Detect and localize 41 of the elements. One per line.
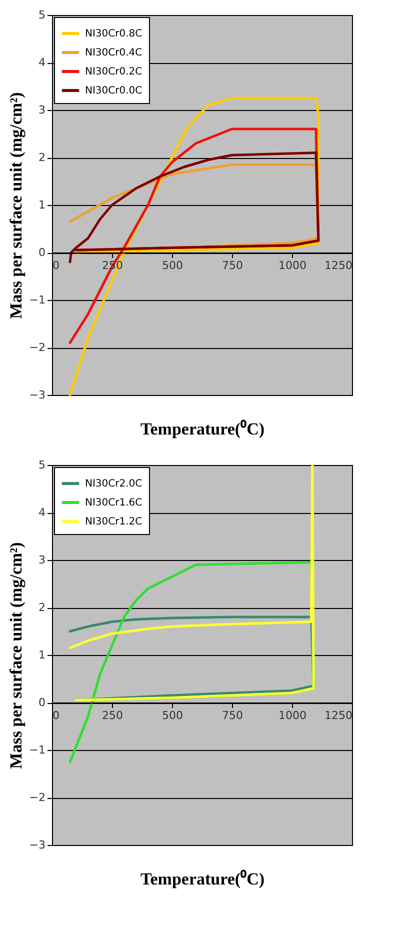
y-tick-label: 1 — [38, 198, 46, 212]
y-tick-label: −2 — [29, 341, 46, 354]
x-tick-label: 1250 — [324, 709, 352, 722]
y-tick-label: −1 — [29, 744, 46, 756]
y-tick-label: 1 — [38, 648, 46, 662]
y-axis-title: Mass per surface unit (mg/cm²) — [6, 92, 26, 319]
legend-label: NI30Cr0.0C — [85, 86, 142, 96]
line-series — [68, 464, 315, 702]
x-tick-label: 0 — [52, 259, 60, 272]
x-tick-label: 0 — [52, 709, 60, 722]
y-tick-label: 2 — [38, 601, 46, 614]
y-tick-label: −3 — [29, 388, 46, 402]
x-tick-label: 750 — [222, 709, 243, 722]
x-tick-label: 500 — [162, 709, 183, 722]
y-tick-label: 0 — [38, 696, 46, 709]
y-tick-label: 0 — [38, 246, 46, 259]
legend-label: NI30Cr1.6C — [85, 498, 142, 508]
legend-label: NI30Cr1.2C — [85, 516, 142, 528]
legend-label: NI30Cr2.0C — [85, 478, 142, 490]
y-tick-label: −2 — [29, 791, 46, 804]
y-tick-label: 4 — [38, 56, 46, 69]
y-tick-label: −1 — [29, 294, 46, 306]
x-tick-label: 750 — [222, 259, 243, 272]
x-axis-title: Temperature(⁰C) — [140, 870, 265, 888]
y-tick-label: 4 — [38, 506, 46, 519]
legend-label: NI30Cr0.2C — [85, 66, 142, 78]
x-tick-label: 1000 — [278, 259, 306, 272]
y-tick-label: 5 — [38, 458, 46, 472]
legend-label: NI30Cr0.8C — [85, 28, 142, 40]
y-tick-label: 5 — [38, 8, 46, 22]
x-tick-label: 1000 — [278, 709, 306, 722]
legend-label: NI30Cr0.4C — [85, 48, 142, 58]
y-tick-label: −3 — [29, 838, 46, 852]
y-tick-label: 2 — [38, 151, 46, 164]
x-tick-label: 1250 — [324, 259, 352, 272]
x-tick-label: 250 — [102, 709, 123, 722]
y-tick-label: 3 — [38, 104, 46, 116]
x-tick-label: 500 — [162, 259, 183, 272]
y-axis-title: Mass per surface unit (mg/cm²) — [6, 542, 26, 769]
y-tick-label: 3 — [38, 554, 46, 566]
x-axis-title: Temperature(⁰C) — [140, 420, 265, 438]
